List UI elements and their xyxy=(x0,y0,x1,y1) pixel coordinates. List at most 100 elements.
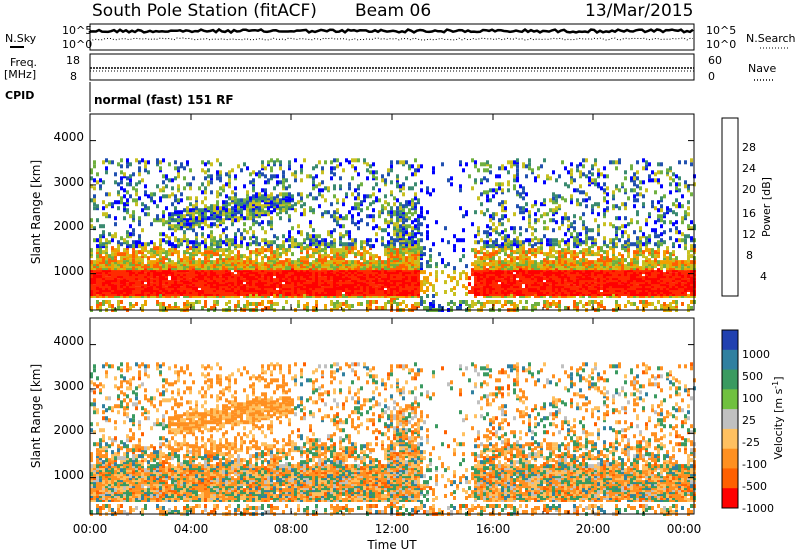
range-gate-cell xyxy=(318,254,321,259)
range-gate-cell xyxy=(270,210,273,215)
range-gate-cell xyxy=(96,218,99,223)
range-gate-cell xyxy=(483,240,486,245)
range-gate-cell xyxy=(171,186,174,191)
range-gate-cell xyxy=(90,168,93,173)
range-gate-cell xyxy=(261,194,264,199)
range-gate-cell xyxy=(372,244,375,249)
range-gate-cell xyxy=(168,280,171,285)
range-gate-cell xyxy=(231,190,234,195)
range-gate-cell xyxy=(153,250,156,255)
cpid-panel: CPID normal (fast) 151 RF xyxy=(5,82,234,112)
range-gate-cell xyxy=(351,242,354,247)
range-gate-cell xyxy=(177,218,180,223)
range-gate-cell xyxy=(270,166,273,171)
range-gate-cell xyxy=(486,194,489,199)
range-gate-cell xyxy=(540,246,543,251)
range-gate-cell xyxy=(357,206,360,211)
range-gate-cell xyxy=(519,192,522,197)
range-gate-cell xyxy=(216,218,219,223)
range-gate-cell xyxy=(393,226,396,231)
range-gate-cell xyxy=(120,180,123,185)
range-gate-cell xyxy=(312,248,315,253)
range-gate-cell xyxy=(300,168,303,173)
range-gate-cell xyxy=(144,268,147,273)
range-gate-cell xyxy=(423,270,426,275)
range-gate-cell xyxy=(102,206,105,211)
range-gate-cell xyxy=(192,268,195,273)
range-gate-cell xyxy=(240,198,243,203)
range-gate-cell xyxy=(390,160,393,165)
range-gate-cell xyxy=(534,218,537,223)
range-gate-cell xyxy=(477,226,480,231)
range-gate-cell xyxy=(165,234,168,239)
range-gate-cell xyxy=(498,232,501,237)
range-gate-cell xyxy=(522,186,525,191)
range-gate-cell xyxy=(549,176,552,181)
range-gate-cell xyxy=(576,164,579,169)
range-gate-cell xyxy=(459,206,462,211)
range-gate-cell xyxy=(300,242,303,247)
range-gate-cell xyxy=(555,260,558,265)
range-gate-cell xyxy=(492,228,495,233)
range-gate-cell xyxy=(405,218,408,223)
range-gate-cell xyxy=(414,172,417,177)
range-gate-cell xyxy=(327,292,330,296)
range-gate-cell xyxy=(228,208,231,213)
range-gate-cell xyxy=(564,212,567,217)
range-gate-cell xyxy=(534,302,537,306)
range-gate-cell xyxy=(570,232,573,237)
range-gate-cell xyxy=(486,230,489,235)
range-gate-cell xyxy=(372,290,375,294)
range-gate-cell xyxy=(414,196,417,201)
range-gate-cell xyxy=(255,172,258,177)
range-gate-cell xyxy=(198,208,201,213)
range-gate-cell xyxy=(246,216,249,221)
range-gate-cell xyxy=(249,302,252,306)
range-gate-cell xyxy=(222,228,225,233)
range-gate-cell xyxy=(288,214,291,219)
range-gate-cell xyxy=(336,164,339,169)
range-gate-cell xyxy=(96,274,99,279)
range-gate-cell xyxy=(102,200,105,205)
range-gate-cell xyxy=(573,226,576,231)
range-gate-cell xyxy=(309,242,312,247)
range-gate-cell xyxy=(501,208,504,213)
range-gate-cell xyxy=(261,172,264,177)
range-gate-cell xyxy=(351,238,354,243)
range-gate-cell xyxy=(339,292,342,296)
range-gate-cell xyxy=(525,202,528,207)
range-gate-cell xyxy=(297,258,300,263)
range-gate-cell xyxy=(270,256,273,261)
range-gate-cell xyxy=(354,166,357,171)
range-gate-cell xyxy=(459,160,462,165)
range-gate-cell xyxy=(423,306,426,310)
noise-tick-top-right: 10^5 xyxy=(706,24,736,37)
range-gate-cell xyxy=(399,218,402,223)
range-gate-cell xyxy=(381,268,384,273)
range-gate-cell xyxy=(153,254,156,259)
range-gate-cell xyxy=(147,242,150,247)
range-gate-cell xyxy=(357,220,360,225)
range-gate-cell xyxy=(402,230,405,235)
range-gate-cell xyxy=(267,240,270,245)
range-gate-cell xyxy=(468,282,471,287)
range-gate-cell xyxy=(90,260,93,265)
range-gate-cell xyxy=(489,244,492,249)
range-gate-cell xyxy=(483,302,486,306)
range-gate-cell xyxy=(333,172,336,177)
range-gate-cell xyxy=(288,184,291,189)
range-gate-cell xyxy=(165,240,168,245)
range-gate-cell xyxy=(405,200,408,205)
range-gate-cell xyxy=(198,222,201,227)
range-gate-cell xyxy=(222,184,225,189)
range-gate-cell xyxy=(210,306,213,310)
range-gate-cell xyxy=(222,240,225,245)
range-gate-cell xyxy=(171,178,174,183)
range-gate-cell xyxy=(168,240,171,245)
range-gate-cell xyxy=(210,222,213,227)
range-gate-cell xyxy=(132,210,135,215)
range-gate-cell xyxy=(174,262,177,267)
range-gate-cell xyxy=(99,306,102,310)
power-panel: Slant Range [km] 1000 2000 3000 4000 xyxy=(29,113,696,312)
range-gate-cell xyxy=(126,250,129,255)
